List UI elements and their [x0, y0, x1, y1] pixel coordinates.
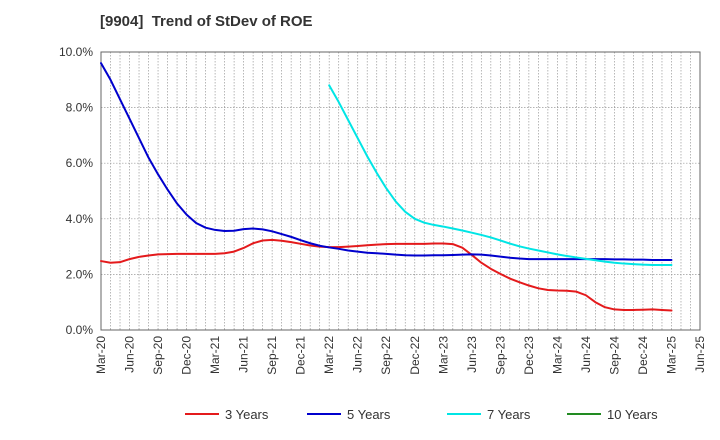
legend-label: 5 Years [347, 407, 391, 422]
x-tick-label: Dec-20 [180, 336, 194, 375]
x-tick-label: Jun-22 [351, 336, 365, 373]
x-tick-label: Dec-22 [408, 336, 422, 375]
x-tick-label: Mar-24 [550, 336, 564, 374]
y-tick-label: 10.0% [59, 45, 93, 59]
x-tick-label: Mar-22 [322, 336, 336, 374]
series-line-5-years [100, 62, 673, 261]
x-tick-label: Dec-24 [636, 336, 650, 375]
x-tick-label: Sep-23 [493, 336, 507, 375]
x-tick-label: Mar-23 [436, 336, 450, 374]
y-tick-label: 0.0% [66, 323, 94, 337]
legend-label: 3 Years [225, 407, 269, 422]
chart-title: [9904] Trend of StDev of ROE [100, 13, 313, 30]
y-tick-label: 8.0% [66, 101, 94, 115]
grid-layer [101, 52, 700, 330]
x-tick-label: Sep-21 [265, 336, 279, 375]
x-tick-label: Sep-20 [151, 336, 165, 375]
series-line-3-years [100, 238, 673, 312]
x-tick-label: Jun-24 [579, 336, 593, 373]
plot-frame [100, 51, 701, 331]
series-layer [100, 62, 673, 312]
x-tick-label: Mar-20 [94, 336, 108, 374]
x-tick-label: Jun-21 [237, 336, 251, 373]
x-tick-label: Jun-23 [465, 336, 479, 373]
series-line-7-years [328, 84, 673, 266]
y-tick-label: 2.0% [66, 267, 94, 281]
legend-label: 7 Years [487, 407, 531, 422]
legend-layer: 3 Years 5 Years 7 Years 10 Years [185, 407, 658, 422]
y-tick-label: 6.0% [66, 156, 94, 170]
x-tick-label: Sep-22 [379, 336, 393, 375]
x-tick-label: Dec-23 [522, 336, 536, 375]
axis-layer: 0.0% 2.0% 4.0% 6.0% 8.0% 10.0% Mar-20 Jun-20 Sep… [59, 45, 707, 375]
x-tick-label: Dec-21 [294, 336, 308, 375]
x-tick-label: Jun-25 [693, 336, 707, 373]
x-tick-label: Mar-25 [664, 336, 678, 374]
x-tick-label: Mar-21 [208, 336, 222, 374]
y-tick-label: 4.0% [66, 212, 94, 226]
x-tick-label: Sep-24 [607, 336, 621, 375]
legend-label: 10 Years [607, 407, 658, 422]
x-tick-label: Jun-20 [123, 336, 137, 373]
